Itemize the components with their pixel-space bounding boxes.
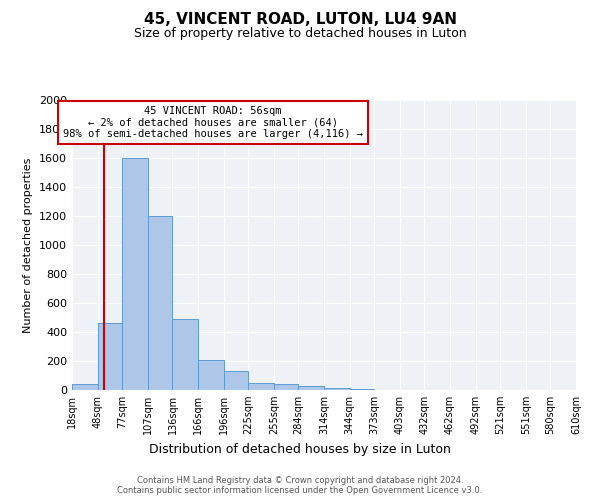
- Y-axis label: Number of detached properties: Number of detached properties: [23, 158, 34, 332]
- Text: Size of property relative to detached houses in Luton: Size of property relative to detached ho…: [134, 28, 466, 40]
- Bar: [72, 384, 98, 390]
- Bar: [148, 216, 172, 390]
- Bar: [198, 360, 224, 390]
- Bar: [122, 158, 148, 390]
- Bar: [298, 386, 324, 390]
- Bar: [224, 371, 248, 390]
- Bar: [324, 388, 350, 390]
- Text: 45 VINCENT ROAD: 56sqm
← 2% of detached houses are smaller (64)
98% of semi-deta: 45 VINCENT ROAD: 56sqm ← 2% of detached …: [63, 106, 363, 139]
- Bar: [172, 319, 198, 390]
- Text: 45, VINCENT ROAD, LUTON, LU4 9AN: 45, VINCENT ROAD, LUTON, LU4 9AN: [143, 12, 457, 28]
- Bar: [248, 383, 274, 390]
- Bar: [274, 384, 298, 390]
- Bar: [98, 324, 122, 390]
- Text: Contains HM Land Registry data © Crown copyright and database right 2024.
Contai: Contains HM Land Registry data © Crown c…: [118, 476, 482, 495]
- Text: Distribution of detached houses by size in Luton: Distribution of detached houses by size …: [149, 442, 451, 456]
